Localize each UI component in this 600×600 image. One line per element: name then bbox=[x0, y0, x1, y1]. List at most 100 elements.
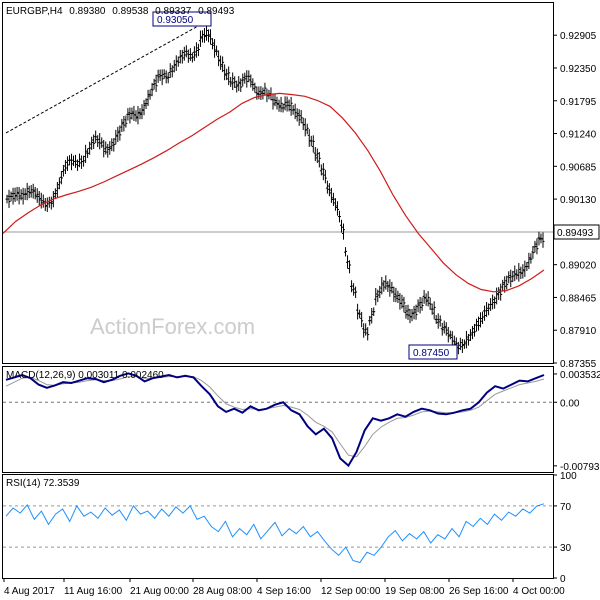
ohlc-bar bbox=[13, 187, 17, 202]
ohlc-bar bbox=[527, 252, 531, 270]
ohlc-bar bbox=[37, 190, 41, 206]
ohlc-bar bbox=[122, 115, 126, 132]
ohlc-bar bbox=[114, 129, 118, 145]
ohlc-bar bbox=[460, 338, 464, 354]
ohlc-bar bbox=[202, 28, 206, 43]
price-tick-label: 0.92350 bbox=[560, 64, 597, 75]
ohlc-bar bbox=[229, 76, 233, 87]
x-tick-label: 28 Aug 08:00 bbox=[193, 586, 252, 597]
ohlc-bar bbox=[33, 186, 37, 200]
current-price-tag bbox=[553, 224, 600, 240]
ohlc-bar bbox=[55, 181, 59, 197]
ohlc-bar bbox=[283, 96, 287, 111]
ohlc-bar bbox=[144, 98, 148, 109]
price-tick-label: 0.88465 bbox=[560, 293, 597, 304]
ohlc-bar bbox=[126, 108, 130, 121]
price-tick-label: 0.90685 bbox=[560, 162, 597, 173]
ohlc-bar bbox=[243, 72, 247, 84]
ohlc-bar bbox=[297, 109, 301, 126]
price-tick-label: 0.91240 bbox=[560, 130, 597, 141]
ohlc-bar bbox=[253, 82, 257, 93]
ohlc-bar bbox=[92, 134, 96, 149]
ohlc-bar bbox=[11, 187, 15, 205]
symbol: EURGBP,H4 bbox=[6, 6, 63, 17]
ohlc-bar bbox=[434, 315, 438, 324]
ohlc-bar bbox=[172, 59, 176, 73]
ohlc-bar bbox=[186, 49, 190, 63]
ohlc-bar bbox=[470, 326, 474, 340]
ohlc-bar bbox=[364, 323, 368, 336]
ohlc-bar bbox=[130, 107, 134, 120]
ohlc-bar bbox=[428, 297, 432, 310]
ohlc-bar bbox=[509, 269, 513, 288]
rsi-tick-label: 0 bbox=[560, 574, 566, 585]
ohlc-bar bbox=[136, 106, 140, 125]
macd-panel-frame bbox=[2, 366, 554, 473]
ohlc-bar bbox=[388, 279, 392, 297]
ohlc-bar bbox=[390, 281, 394, 294]
ohlc-bar bbox=[25, 182, 29, 201]
ohlc-bar bbox=[458, 337, 462, 351]
ohlc-bar bbox=[176, 56, 180, 67]
ohlc-bar bbox=[120, 118, 124, 133]
ohlc-bar bbox=[225, 68, 229, 81]
ohlc-bar bbox=[41, 194, 45, 208]
ohlc-bar bbox=[392, 286, 396, 302]
macd-tick-label: 0.003532 bbox=[560, 370, 600, 381]
ohlc-bar bbox=[108, 141, 112, 155]
ohlc-bar bbox=[9, 191, 13, 202]
ohlc-bar bbox=[39, 192, 43, 209]
ohlc-bar bbox=[104, 141, 108, 155]
ohlc-bar bbox=[422, 289, 426, 304]
ohlc-bar bbox=[78, 153, 82, 168]
x-tick-label: 19 Sep 08:00 bbox=[385, 586, 445, 597]
ohlc-bar bbox=[138, 108, 142, 120]
ohlc-bar bbox=[275, 96, 279, 110]
ohlc-bar bbox=[372, 307, 376, 317]
ohlc-bar bbox=[180, 49, 184, 64]
ohlc-bar bbox=[124, 115, 128, 128]
ohlc-bar bbox=[402, 296, 406, 313]
ohlc-bar bbox=[533, 240, 537, 253]
ohlc-bar bbox=[192, 46, 196, 61]
ohlc-bar bbox=[271, 94, 275, 110]
ohlc-bar bbox=[295, 108, 299, 122]
rsi-header: RSI(14) 72.3539 bbox=[6, 478, 80, 489]
x-tick-label: 21 Aug 00:00 bbox=[130, 586, 189, 597]
ohlc-bar bbox=[96, 135, 100, 148]
ohlc-bar bbox=[418, 296, 422, 314]
ohlc-bar bbox=[100, 137, 104, 148]
ohlc-bar bbox=[342, 223, 346, 240]
ohlc-bar bbox=[152, 78, 156, 90]
high-value: 0.89538 bbox=[112, 6, 149, 17]
close-value: 0.89493 bbox=[198, 6, 235, 17]
trendline bbox=[5, 26, 198, 134]
ohlc-bar bbox=[209, 29, 213, 45]
ohlc-bar bbox=[531, 245, 535, 259]
ohlc-bar bbox=[84, 144, 88, 163]
ohlc-bar bbox=[404, 304, 408, 319]
rsi-group: 100 70 30 0 bbox=[3, 471, 577, 585]
price-header: EURGBP,H4 0.89380 0.89538 0.89337 0.8949… bbox=[6, 6, 235, 17]
ohlc-bar bbox=[333, 198, 337, 211]
ohlc-bar bbox=[106, 143, 110, 158]
ohlc-bar bbox=[507, 271, 511, 284]
ohlc-bar bbox=[440, 322, 444, 336]
ohlc-bar bbox=[305, 123, 309, 135]
ohlc-bar bbox=[204, 25, 208, 41]
x-tick-label: 4 Aug 2017 bbox=[4, 586, 55, 597]
ohlc-bar bbox=[15, 186, 19, 201]
ohlc-bar bbox=[86, 148, 90, 158]
ohlc-bar bbox=[19, 189, 23, 201]
ohlc-bar bbox=[503, 276, 507, 293]
ohlc-bar bbox=[237, 76, 241, 92]
ohlc-bar bbox=[541, 232, 545, 248]
ohlc-bar bbox=[380, 276, 384, 295]
ohlc-bar bbox=[29, 185, 33, 198]
ohlc-bar bbox=[65, 156, 69, 171]
ohlc-bar bbox=[352, 283, 356, 296]
ohlc-bar bbox=[432, 301, 436, 320]
ohlc-bar bbox=[487, 303, 491, 316]
ohlc-bar bbox=[247, 70, 251, 83]
ma-line bbox=[2, 92, 545, 293]
